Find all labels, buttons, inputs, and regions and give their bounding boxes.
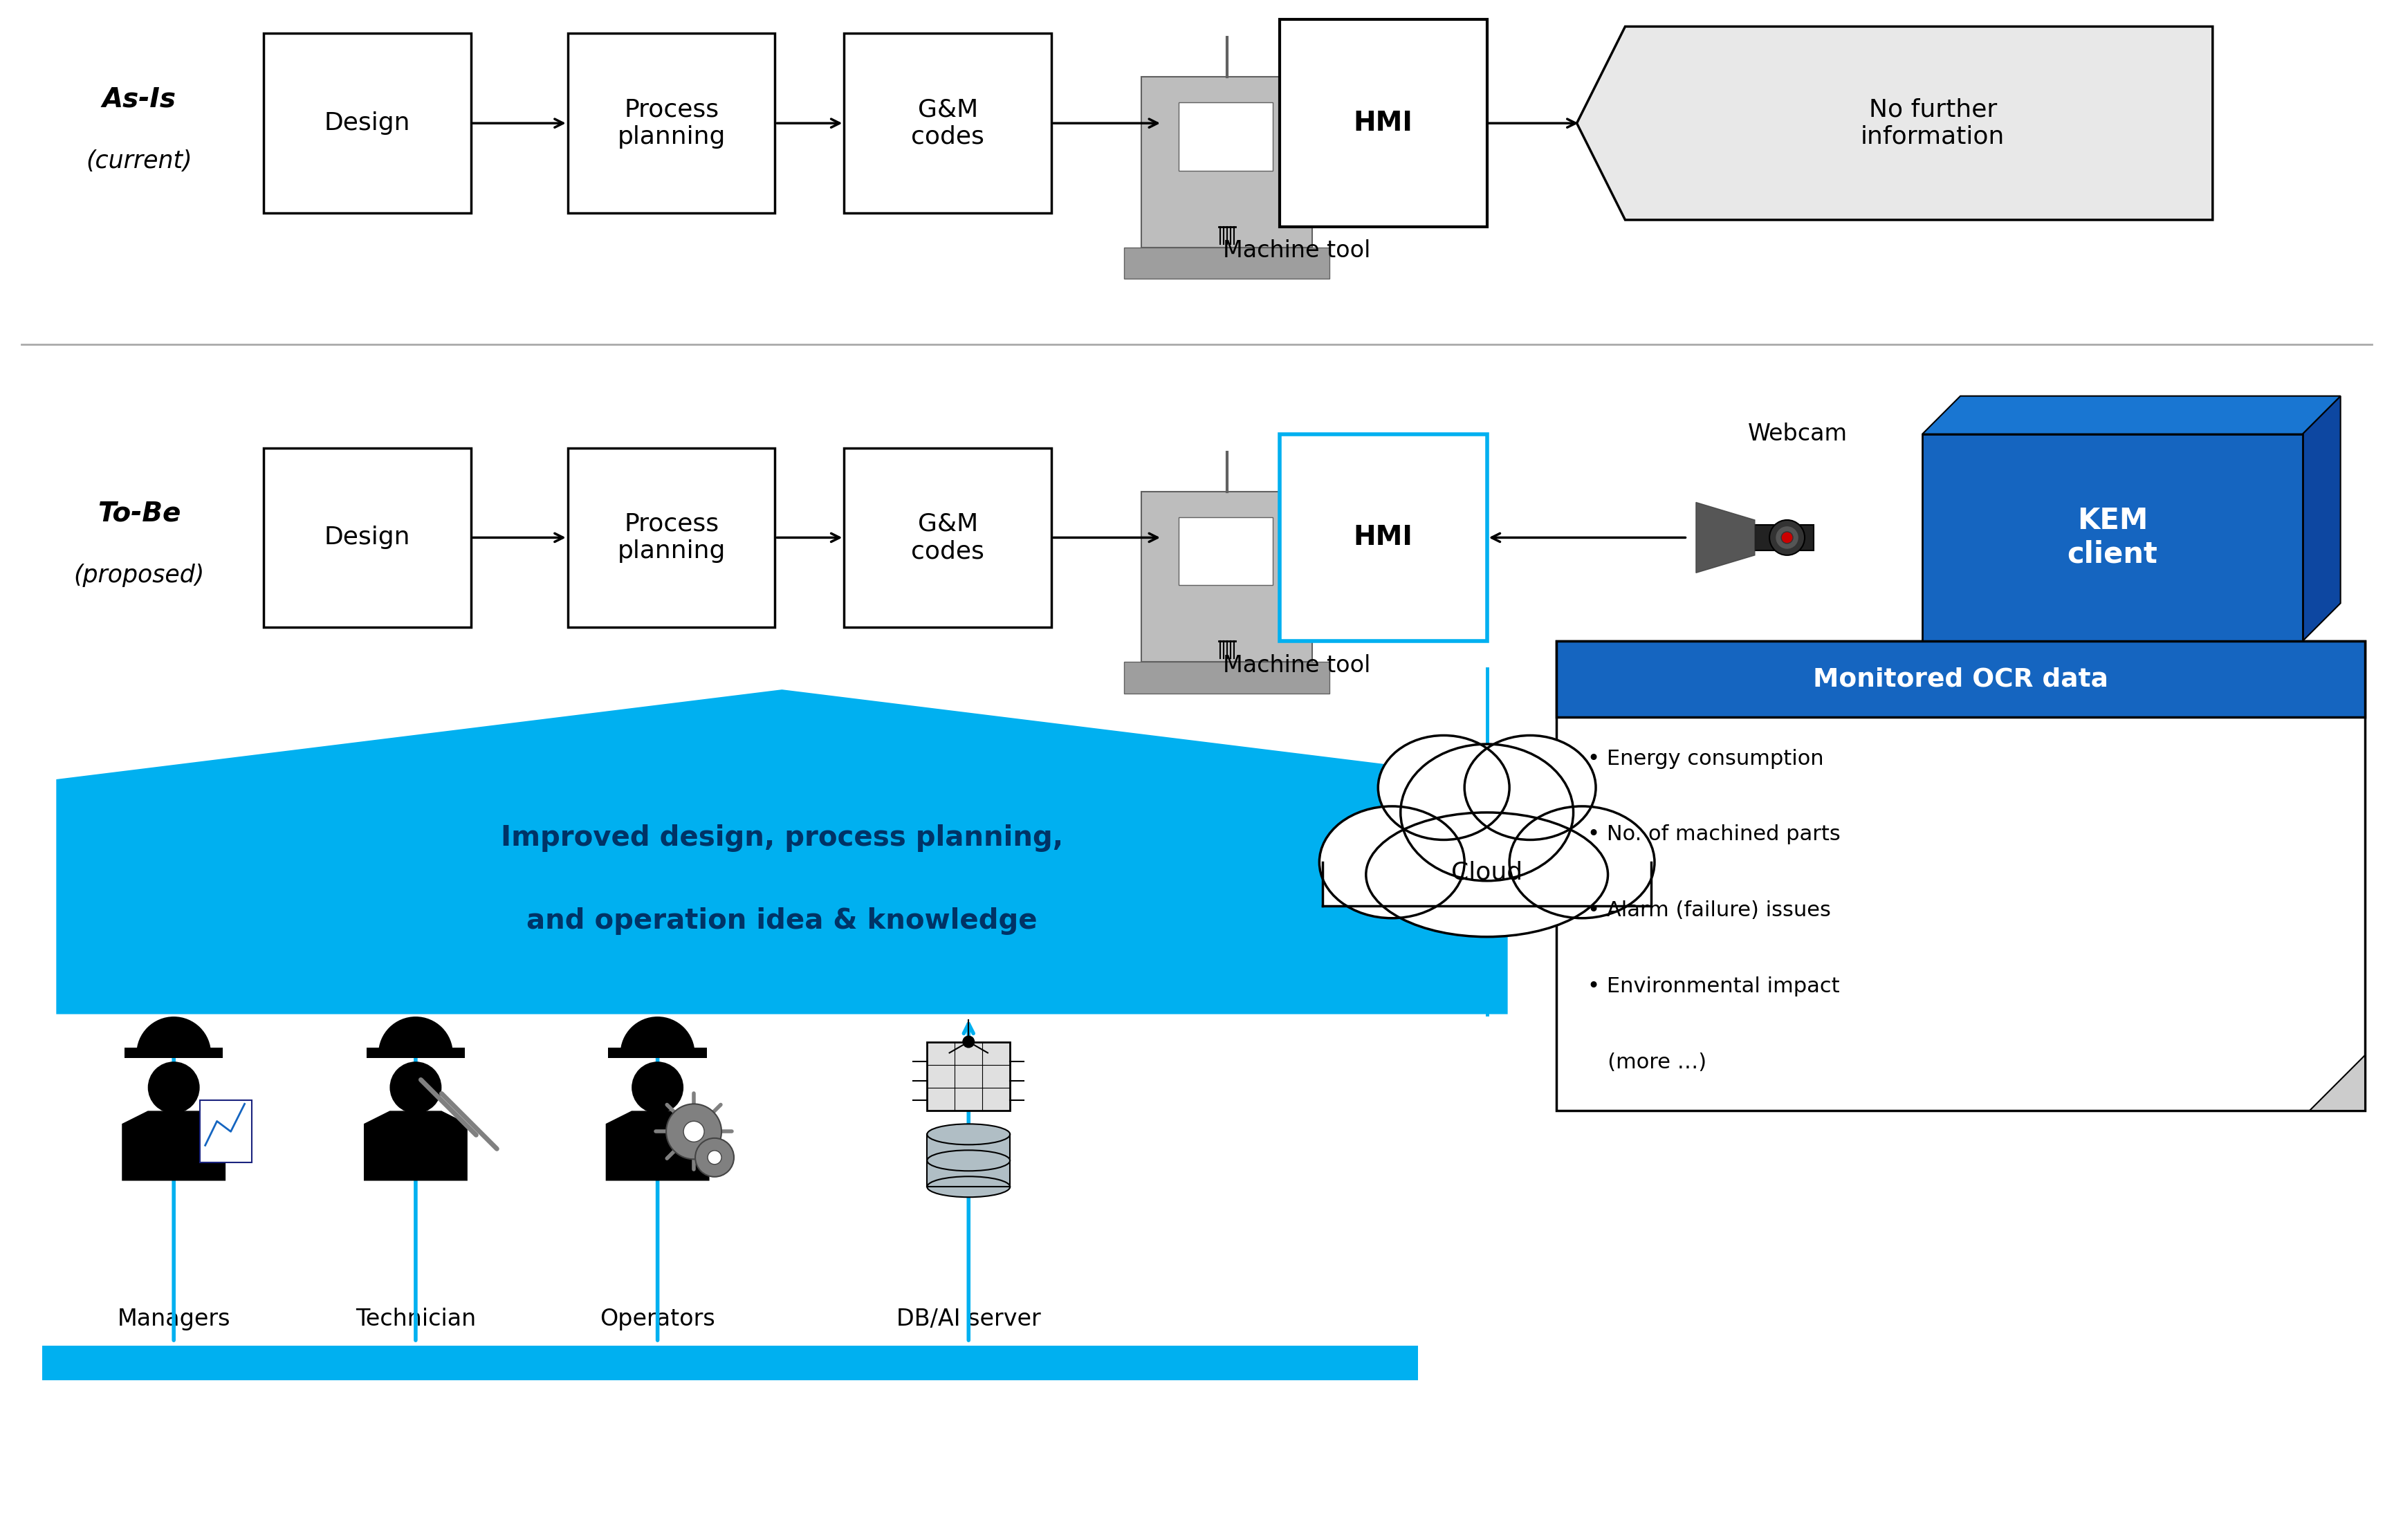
Text: To-Be: To-Be bbox=[98, 500, 182, 527]
Text: Webcam: Webcam bbox=[1748, 422, 1848, 445]
Circle shape bbox=[682, 1121, 704, 1143]
Ellipse shape bbox=[1400, 744, 1573, 881]
FancyBboxPatch shape bbox=[1123, 248, 1329, 279]
Polygon shape bbox=[606, 1110, 709, 1181]
FancyBboxPatch shape bbox=[1321, 850, 1649, 906]
Text: (current): (current) bbox=[86, 149, 192, 172]
FancyBboxPatch shape bbox=[1278, 20, 1487, 226]
FancyBboxPatch shape bbox=[263, 34, 472, 213]
Polygon shape bbox=[55, 690, 1508, 1015]
FancyBboxPatch shape bbox=[1123, 662, 1329, 693]
FancyBboxPatch shape bbox=[366, 1047, 464, 1058]
Text: • No. of machined parts: • No. of machined parts bbox=[1587, 824, 1839, 844]
Text: (proposed): (proposed) bbox=[74, 564, 203, 587]
Text: Process
planning: Process planning bbox=[618, 513, 725, 564]
FancyBboxPatch shape bbox=[43, 1346, 1417, 1380]
Text: HMI: HMI bbox=[1353, 109, 1412, 137]
Text: Technician: Technician bbox=[354, 1307, 476, 1331]
Polygon shape bbox=[122, 1110, 225, 1181]
Text: No further
information: No further information bbox=[1860, 99, 2004, 148]
FancyBboxPatch shape bbox=[1922, 434, 2303, 641]
Polygon shape bbox=[1922, 396, 2339, 434]
Text: Cloud: Cloud bbox=[1451, 861, 1523, 884]
Circle shape bbox=[632, 1061, 682, 1113]
FancyBboxPatch shape bbox=[1142, 491, 1312, 662]
Circle shape bbox=[1769, 521, 1805, 556]
Text: Managers: Managers bbox=[117, 1307, 230, 1331]
Polygon shape bbox=[1575, 26, 2212, 220]
Circle shape bbox=[694, 1138, 733, 1177]
Ellipse shape bbox=[926, 1177, 1010, 1197]
Ellipse shape bbox=[1508, 807, 1654, 918]
Text: • Alarm (failure) issues: • Alarm (failure) issues bbox=[1587, 901, 1829, 921]
Circle shape bbox=[1781, 531, 1793, 544]
Wedge shape bbox=[136, 1016, 211, 1053]
FancyBboxPatch shape bbox=[1142, 77, 1312, 248]
Polygon shape bbox=[2308, 1055, 2363, 1110]
FancyBboxPatch shape bbox=[926, 1041, 1010, 1110]
FancyBboxPatch shape bbox=[1278, 434, 1487, 641]
Text: Design: Design bbox=[323, 111, 409, 136]
Text: • Energy consumption: • Energy consumption bbox=[1587, 748, 1822, 768]
Polygon shape bbox=[1695, 502, 1755, 573]
FancyBboxPatch shape bbox=[1178, 517, 1274, 585]
FancyBboxPatch shape bbox=[1755, 525, 1812, 550]
FancyBboxPatch shape bbox=[124, 1047, 223, 1058]
Text: Operators: Operators bbox=[601, 1307, 716, 1331]
Text: Process
planning: Process planning bbox=[618, 99, 725, 148]
Text: Machine tool: Machine tool bbox=[1223, 240, 1369, 262]
Ellipse shape bbox=[1319, 807, 1465, 918]
FancyBboxPatch shape bbox=[567, 448, 776, 627]
Text: HMI: HMI bbox=[1353, 525, 1412, 551]
Text: G&M
codes: G&M codes bbox=[912, 513, 984, 564]
FancyBboxPatch shape bbox=[1178, 103, 1274, 171]
Circle shape bbox=[709, 1150, 721, 1164]
Text: KEM
client: KEM client bbox=[2066, 507, 2157, 568]
FancyBboxPatch shape bbox=[263, 448, 472, 627]
Text: Improved design, process planning,: Improved design, process planning, bbox=[500, 824, 1063, 852]
Wedge shape bbox=[620, 1016, 694, 1053]
Text: Machine tool: Machine tool bbox=[1223, 654, 1369, 676]
Ellipse shape bbox=[1465, 736, 1594, 839]
Text: Design: Design bbox=[323, 525, 409, 550]
FancyBboxPatch shape bbox=[845, 448, 1051, 627]
FancyBboxPatch shape bbox=[199, 1101, 251, 1163]
Ellipse shape bbox=[1365, 813, 1606, 936]
Ellipse shape bbox=[926, 1150, 1010, 1170]
Text: Additional
information: Additional information bbox=[1973, 662, 2107, 711]
Text: G&M
codes: G&M codes bbox=[912, 99, 984, 148]
Circle shape bbox=[666, 1104, 721, 1160]
FancyBboxPatch shape bbox=[608, 1047, 706, 1058]
Polygon shape bbox=[364, 1110, 467, 1181]
Text: (more …): (more …) bbox=[1587, 1052, 1705, 1072]
Circle shape bbox=[1774, 525, 1798, 550]
Text: As-Is: As-Is bbox=[103, 86, 177, 112]
Circle shape bbox=[148, 1061, 199, 1113]
Wedge shape bbox=[378, 1016, 452, 1053]
Ellipse shape bbox=[926, 1124, 1010, 1144]
FancyBboxPatch shape bbox=[567, 34, 776, 213]
FancyBboxPatch shape bbox=[926, 1135, 1010, 1187]
Ellipse shape bbox=[1377, 736, 1508, 839]
Text: • Environmental impact: • Environmental impact bbox=[1587, 976, 1839, 996]
Text: DB/AI server: DB/AI server bbox=[895, 1307, 1041, 1331]
Text: Monitored OCR data: Monitored OCR data bbox=[1812, 667, 2107, 691]
Polygon shape bbox=[2303, 396, 2339, 641]
Circle shape bbox=[962, 1035, 974, 1049]
FancyBboxPatch shape bbox=[845, 34, 1051, 213]
Text: and operation idea & knowledge: and operation idea & knowledge bbox=[527, 907, 1037, 935]
FancyBboxPatch shape bbox=[1556, 641, 2363, 718]
Circle shape bbox=[390, 1061, 440, 1113]
FancyBboxPatch shape bbox=[1556, 641, 2363, 1110]
